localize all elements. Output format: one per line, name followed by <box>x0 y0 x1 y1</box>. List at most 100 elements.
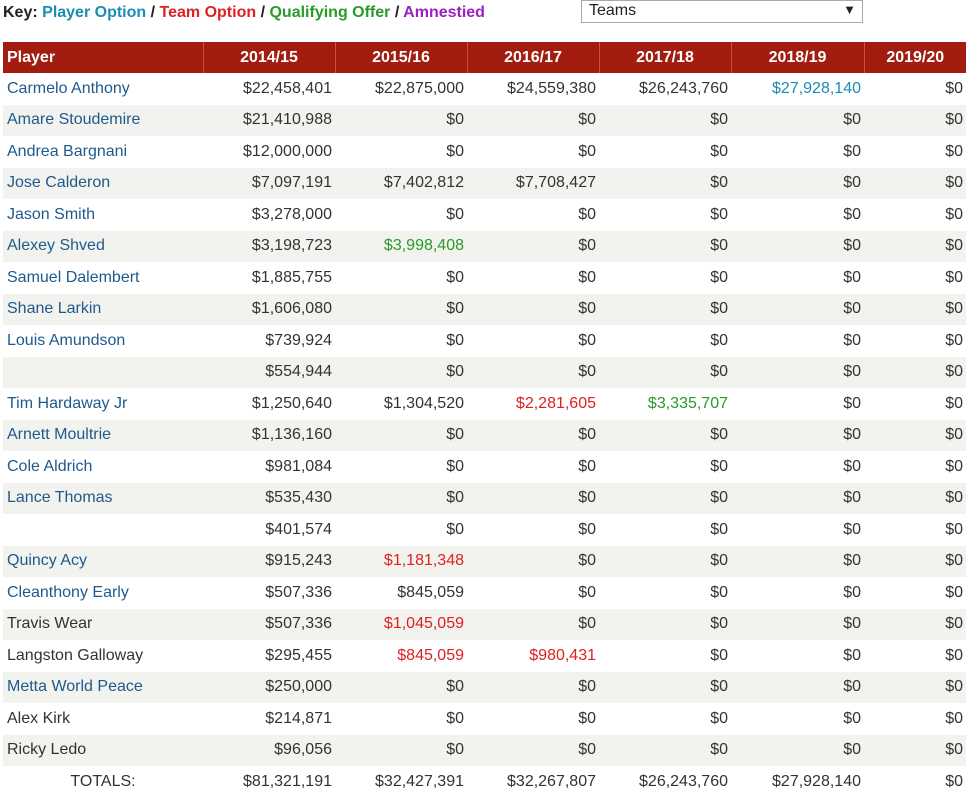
column-header-season[interactable]: 2014/15 <box>203 42 336 73</box>
column-header-season[interactable]: 2016/17 <box>467 42 600 73</box>
table-row: Travis Wear $507,336 $1,045,059 $0 $0 $0 $0 <box>3 608 966 640</box>
salary-cell: $1,250,640 <box>203 388 335 420</box>
salary-cell: $1,304,520 <box>335 388 467 420</box>
totals-label: TOTALS: <box>3 766 203 798</box>
player-link[interactable]: Jason Smith <box>3 199 203 231</box>
salary-cell: $0 <box>864 640 966 672</box>
salary-cell: $0 <box>864 671 966 703</box>
salary-cell: $0 <box>467 734 599 766</box>
player-link[interactable]: Alexey Shved <box>3 230 203 262</box>
salary-cell: $0 <box>599 293 731 325</box>
salary-cell: $739,924 <box>203 325 335 357</box>
table-row: Metta World Peace $250,000 $0 $0 $0 $0 $0 <box>3 671 966 703</box>
total-cell: $0 <box>864 766 966 798</box>
salary-cell: $401,574 <box>203 514 335 546</box>
table-row: Jose Calderon $7,097,191 $7,402,812 $7,708,… <box>3 167 966 199</box>
salary-cell: $0 <box>335 514 467 546</box>
column-header-season[interactable]: 2015/16 <box>335 42 468 73</box>
salary-cell: $0 <box>731 136 864 168</box>
salary-cell: $0 <box>335 703 467 735</box>
dropdown-arrow-icon: ▼ <box>843 2 856 17</box>
salary-cell: $0 <box>864 293 966 325</box>
salary-cell: $0 <box>335 356 467 388</box>
column-header-season[interactable]: 2017/18 <box>599 42 732 73</box>
salary-cell: $7,097,191 <box>203 167 335 199</box>
salary-cell: $0 <box>467 577 599 609</box>
salary-cell: $0 <box>335 199 467 231</box>
player-link[interactable]: Cleanthony Early <box>3 577 203 609</box>
table-row: Jason Smith $3,278,000 $0 $0 $0 $0 $0 <box>3 199 966 231</box>
table-row: Tim Hardaway Jr $1,250,640 $1,304,520 $2,28… <box>3 388 966 420</box>
salary-cell: $7,708,427 <box>467 167 599 199</box>
salary-cell: $27,928,140 <box>731 73 864 105</box>
player-link[interactable]: Tim Hardaway Jr <box>3 388 203 420</box>
salary-cell: $0 <box>864 577 966 609</box>
salary-cell: $0 <box>731 419 864 451</box>
key-separator: / <box>394 4 400 21</box>
salary-cell: $0 <box>864 451 966 483</box>
salary-cell: $0 <box>335 104 467 136</box>
total-cell: $32,267,807 <box>467 766 599 798</box>
salary-cell: $0 <box>864 388 966 420</box>
column-header-player[interactable]: Player <box>3 42 204 73</box>
salary-cell: $0 <box>599 734 731 766</box>
salary-cell: $0 <box>731 577 864 609</box>
salary-cell: $0 <box>599 199 731 231</box>
player-link[interactable]: Metta World Peace <box>3 671 203 703</box>
salary-cell: $1,045,059 <box>335 608 467 640</box>
player-link[interactable]: Jose Calderon <box>3 167 203 199</box>
salary-cell: $0 <box>335 482 467 514</box>
player-link[interactable]: Arnett Moultrie <box>3 419 203 451</box>
salary-cell: $2,281,605 <box>467 388 599 420</box>
salary-cell: $0 <box>864 482 966 514</box>
table-row: Louis Amundson $739,924 $0 $0 $0 $0 $0 <box>3 325 966 357</box>
column-header-season[interactable]: 2018/19 <box>731 42 865 73</box>
salary-cell: $12,000,000 <box>203 136 335 168</box>
salary-cell: $0 <box>731 514 864 546</box>
salary-cell: $0 <box>731 545 864 577</box>
salary-cell: $0 <box>467 451 599 483</box>
player-link[interactable]: Amare Stoudemire <box>3 104 203 136</box>
player-link[interactable]: Louis Amundson <box>3 325 203 357</box>
salary-cell: $0 <box>467 545 599 577</box>
key-qualifying-offer: Qualifying Offer <box>269 4 391 21</box>
player-link[interactable]: Cole Aldrich <box>3 451 203 483</box>
player-link[interactable]: Lance Thomas <box>3 482 203 514</box>
salary-cell: $0 <box>731 640 864 672</box>
salary-cell: $0 <box>335 262 467 294</box>
salary-cell: $0 <box>335 325 467 357</box>
player-name: Alex Kirk <box>3 703 203 735</box>
salary-cell: $0 <box>731 482 864 514</box>
player-link[interactable]: Samuel Dalembert <box>3 262 203 294</box>
contract-key-legend: Key: Player Option / Team Option / Quali… <box>3 4 485 22</box>
totals-row: TOTALS: $81,321,191 $32,427,391 $32,267,807… <box>3 766 966 798</box>
salary-cell: $3,335,707 <box>599 388 731 420</box>
salary-cell: $0 <box>599 136 731 168</box>
table-row: Shane Larkin $1,606,080 $0 $0 $0 $0 $0 <box>3 293 966 325</box>
salary-cell: $0 <box>335 136 467 168</box>
table-header-row: Player 2014/15 2015/16 2016/17 2017/18 2018/1… <box>3 42 966 73</box>
player-link[interactable]: Andrea Bargnani <box>3 136 203 168</box>
column-header-season[interactable]: 2019/20 <box>864 42 966 73</box>
salary-cell: $0 <box>731 199 864 231</box>
player-name <box>3 514 203 546</box>
player-link[interactable]: Quincy Acy <box>3 545 203 577</box>
key-amnestied: Amnestied <box>403 4 485 21</box>
salary-cell: $0 <box>467 608 599 640</box>
player-link[interactable]: Carmelo Anthony <box>3 73 203 105</box>
player-link[interactable]: Shane Larkin <box>3 293 203 325</box>
salary-cell: $0 <box>864 703 966 735</box>
salary-cell: $0 <box>467 199 599 231</box>
salary-cell: $0 <box>335 734 467 766</box>
teams-select[interactable]: Teams ▼ <box>581 0 863 23</box>
salary-cell: $0 <box>731 167 864 199</box>
salary-cell: $26,243,760 <box>599 73 731 105</box>
salary-cell: $0 <box>731 325 864 357</box>
salary-cell: $24,559,380 <box>467 73 599 105</box>
salary-cell: $980,431 <box>467 640 599 672</box>
salary-cell: $7,402,812 <box>335 167 467 199</box>
salary-cell: $0 <box>731 703 864 735</box>
salary-cell: $0 <box>864 514 966 546</box>
salary-cell: $0 <box>731 230 864 262</box>
salary-cell: $0 <box>335 293 467 325</box>
